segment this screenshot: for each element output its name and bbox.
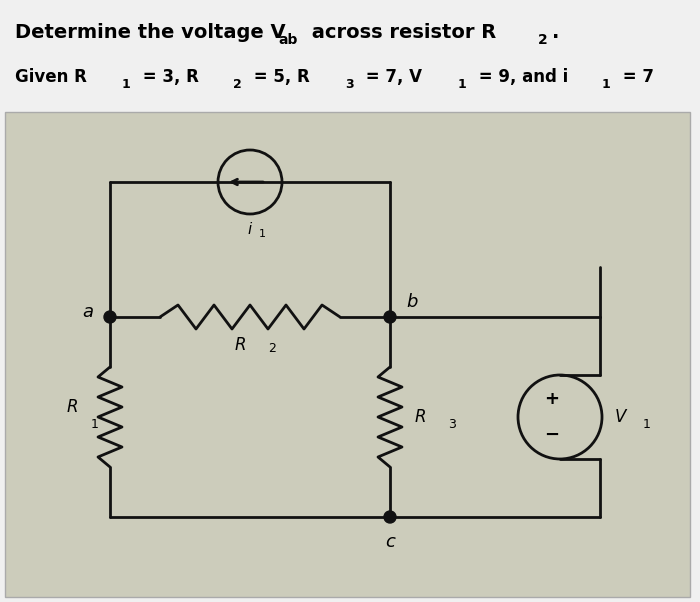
Text: = 3, R: = 3, R: [137, 68, 199, 86]
FancyBboxPatch shape: [5, 112, 690, 597]
Text: 1: 1: [258, 229, 265, 239]
Text: = 7, V: = 7, V: [360, 68, 422, 86]
Text: 2: 2: [233, 78, 242, 90]
Circle shape: [384, 511, 396, 523]
Text: = 7: = 7: [617, 68, 654, 86]
Text: 1: 1: [91, 418, 99, 430]
Text: R: R: [66, 398, 78, 416]
Text: 1: 1: [643, 418, 651, 430]
Text: −: −: [545, 426, 559, 444]
Text: c: c: [385, 533, 395, 551]
Text: 2: 2: [268, 343, 276, 356]
Text: +: +: [545, 390, 559, 408]
Text: 2: 2: [538, 33, 547, 47]
Text: 1: 1: [458, 78, 467, 90]
Text: a: a: [83, 303, 94, 321]
Circle shape: [104, 311, 116, 323]
Text: 3: 3: [345, 78, 354, 90]
Text: 3: 3: [448, 418, 456, 430]
Text: i: i: [248, 223, 252, 238]
Text: 1: 1: [122, 78, 131, 90]
Text: across resistor R: across resistor R: [305, 22, 496, 42]
Text: Given R: Given R: [15, 68, 87, 86]
Text: R: R: [414, 408, 426, 426]
Text: Determine the voltage V: Determine the voltage V: [15, 22, 286, 42]
Circle shape: [384, 311, 396, 323]
Text: = 5, R: = 5, R: [248, 68, 309, 86]
Text: R: R: [234, 336, 246, 354]
Text: .: .: [552, 22, 559, 42]
Text: ab: ab: [278, 33, 298, 47]
Text: = 9, and i: = 9, and i: [473, 68, 568, 86]
Text: b: b: [406, 293, 418, 311]
Text: V: V: [615, 408, 626, 426]
Text: 1: 1: [602, 78, 610, 90]
